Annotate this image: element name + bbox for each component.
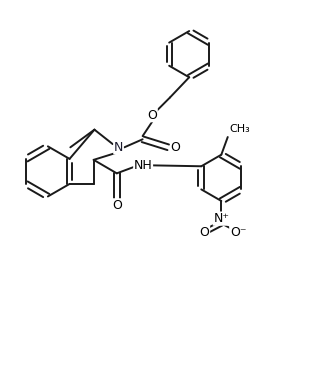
Text: N⁺: N⁺: [213, 212, 229, 225]
Text: O⁻: O⁻: [230, 226, 246, 239]
Text: O: O: [200, 226, 210, 239]
Text: O: O: [112, 199, 122, 212]
Text: N: N: [114, 141, 123, 154]
Text: CH₃: CH₃: [229, 124, 250, 134]
Text: O: O: [170, 141, 180, 154]
Text: O: O: [147, 109, 157, 122]
Text: NH: NH: [134, 159, 152, 172]
